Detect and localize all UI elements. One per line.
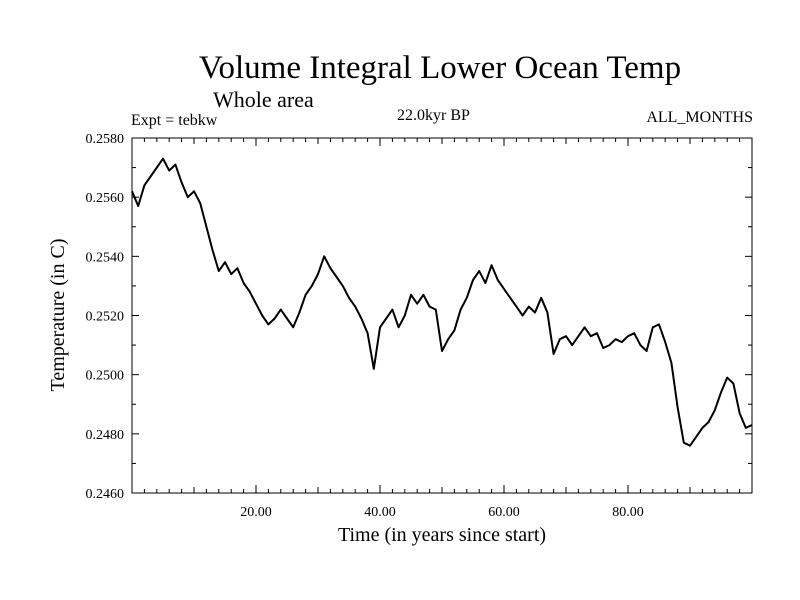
y-tick-label: 0.2560 [86,191,125,206]
x-tick-label: 80.00 [612,505,644,520]
y-tick-label: 0.2580 [86,132,125,147]
months-label: ALL_MONTHS [646,109,753,126]
y-axis-label: Temperature (in C) [47,239,69,392]
y-tick-label: 0.2480 [86,428,125,443]
y-tick-label: 0.2540 [86,250,125,265]
y-tick-label: 0.2500 [86,369,125,384]
temperature-series-line [131,157,753,447]
chart-subtitle: Whole area [213,87,314,112]
y-tick-label: 0.2460 [86,487,125,502]
period-label: 22.0kyr BP [397,107,470,124]
y-tick-label: 0.2520 [86,310,125,325]
axis-ticks [132,137,752,494]
x-tick-label: 60.00 [488,505,520,520]
experiment-label: Expt = tebkw [131,112,218,129]
tick-labels: 0.2460 0.2480 0.2500 0.2520 0.2540 0.2560 0.25… [86,132,644,520]
plot-frame [131,137,753,494]
x-tick-label: 40.00 [364,505,396,520]
chart-title: Volume Integral Lower Ocean Temp [198,50,682,86]
x-axis-label: Time (in years since start) [338,524,546,546]
x-tick-label: 20.00 [240,505,272,520]
